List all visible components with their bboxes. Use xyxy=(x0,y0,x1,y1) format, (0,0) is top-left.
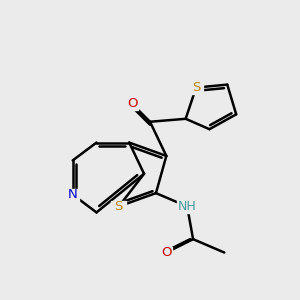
FancyBboxPatch shape xyxy=(189,82,203,94)
Text: O: O xyxy=(127,98,137,110)
FancyBboxPatch shape xyxy=(126,98,138,110)
FancyBboxPatch shape xyxy=(111,200,126,212)
FancyBboxPatch shape xyxy=(160,247,172,259)
Text: S: S xyxy=(192,81,200,94)
Text: N: N xyxy=(68,188,78,201)
FancyBboxPatch shape xyxy=(177,200,198,213)
FancyBboxPatch shape xyxy=(67,189,79,200)
Text: O: O xyxy=(161,246,172,259)
Text: NH: NH xyxy=(178,200,196,213)
Text: S: S xyxy=(115,200,123,213)
